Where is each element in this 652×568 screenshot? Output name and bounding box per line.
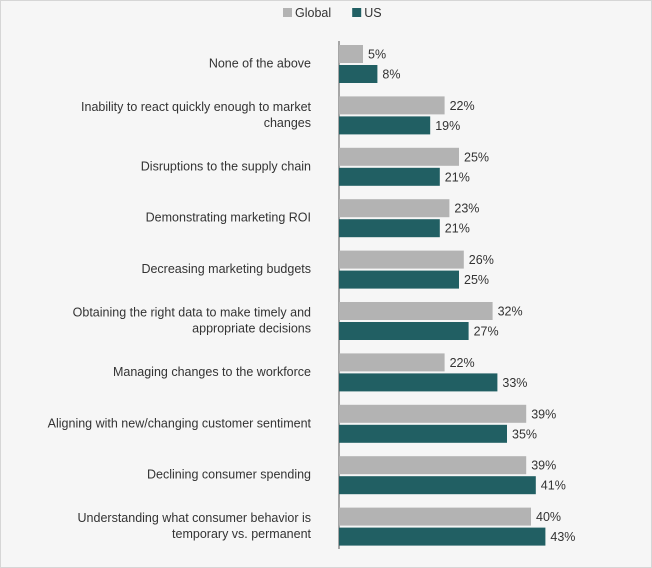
value-label-us: 21% [445, 170, 470, 184]
category-label-line: changes [264, 116, 311, 130]
value-label-global: 22% [450, 356, 475, 370]
bar-us [339, 116, 431, 135]
value-label-us: 35% [512, 427, 537, 441]
value-label-global: 40% [536, 510, 561, 524]
category-label-line: temporary vs. permanent [172, 527, 311, 541]
bar-global [339, 250, 464, 269]
category-group: Obtaining the right data to make timely … [73, 302, 523, 340]
bar-us [339, 527, 546, 546]
bar-global [339, 456, 527, 475]
legend: Global US [283, 6, 382, 20]
value-label-us: 41% [541, 479, 566, 493]
value-label-global: 22% [450, 99, 475, 113]
category-label: Demonstrating marketing ROI [146, 211, 311, 225]
bar-us [339, 424, 507, 443]
category-group: Understanding what consumer behavior is t… [78, 507, 575, 546]
value-label-global: 26% [469, 253, 494, 267]
bar-us [339, 322, 469, 340]
value-label-us: 8% [382, 68, 400, 82]
value-label-us: 27% [474, 325, 499, 339]
bar-global [339, 147, 459, 166]
category-group: Demonstrating marketing ROI 23% 21% [146, 199, 479, 238]
bar-global [339, 199, 450, 218]
legend-label-global: Global [295, 6, 331, 20]
category-group: Disruptions to the supply chain 25% 21% [141, 147, 489, 186]
category-label-line: Managing changes to the workforce [113, 365, 311, 379]
category-label: Decreasing marketing budgets [141, 262, 311, 276]
category-group: Managing changes to the workforce 22% 33% [113, 353, 527, 392]
category-label-line: Demonstrating marketing ROI [146, 211, 311, 225]
category-group: Declining consumer spending 39% 41% [147, 456, 566, 495]
value-label-us: 19% [435, 119, 460, 133]
category-label-line: Decreasing marketing budgets [141, 262, 311, 276]
category-label: Managing changes to the workforce [113, 365, 311, 379]
value-label-global: 23% [454, 202, 479, 216]
category-label: Obtaining the right data to make timely … [73, 306, 311, 336]
value-label-us: 43% [550, 530, 575, 544]
bar-global [339, 45, 363, 63]
bar-us [339, 373, 498, 392]
value-label-us: 33% [502, 376, 527, 390]
bar-global [339, 353, 445, 372]
bar-us [339, 270, 459, 289]
category-label: Understanding what consumer behavior is t… [78, 511, 312, 541]
bar-us [339, 219, 440, 238]
category-label-line: Inability to react quickly enough to mar… [81, 100, 312, 114]
bar-global [339, 404, 527, 423]
legend-label-us: US [364, 6, 381, 20]
category-label: Declining consumer spending [147, 468, 311, 482]
value-label-global: 39% [531, 407, 556, 421]
value-label-global: 32% [498, 305, 523, 319]
bar-global [339, 96, 445, 115]
bar-us [339, 167, 440, 186]
bar-global [339, 507, 531, 526]
category-label-line: Aligning with new/changing customer sent… [48, 416, 312, 430]
category-label-line: Obtaining the right data to make timely … [73, 306, 311, 320]
category-label-line: Understanding what consumer behavior is [78, 511, 311, 525]
legend-swatch-global [283, 8, 292, 17]
value-label-global: 25% [464, 150, 489, 164]
bar-global [339, 302, 493, 320]
category-label: Aligning with new/changing customer sent… [48, 416, 312, 430]
category-label-line: None of the above [209, 57, 311, 71]
category-label: Disruptions to the supply chain [141, 159, 311, 173]
value-label-us: 21% [445, 222, 470, 236]
category-group: Inability to react quickly enough to mar… [81, 96, 475, 135]
category-label: None of the above [209, 57, 311, 71]
category-label-line: Declining consumer spending [147, 468, 311, 482]
value-label-us: 25% [464, 273, 489, 287]
bar-us [339, 65, 378, 83]
category-group: Decreasing marketing budgets 26% 25% [141, 250, 494, 289]
category-label: Inability to react quickly enough to mar… [81, 100, 312, 130]
bar-us [339, 476, 536, 495]
legend-swatch-us [352, 8, 362, 17]
category-group: Aligning with new/changing customer sent… [48, 404, 556, 443]
value-label-global: 5% [368, 48, 386, 62]
category-group: None of the above 5% 8% [209, 45, 400, 83]
value-label-global: 39% [531, 459, 556, 473]
category-label-line: appropriate decisions [192, 322, 311, 336]
category-label-line: Disruptions to the supply chain [141, 159, 311, 173]
